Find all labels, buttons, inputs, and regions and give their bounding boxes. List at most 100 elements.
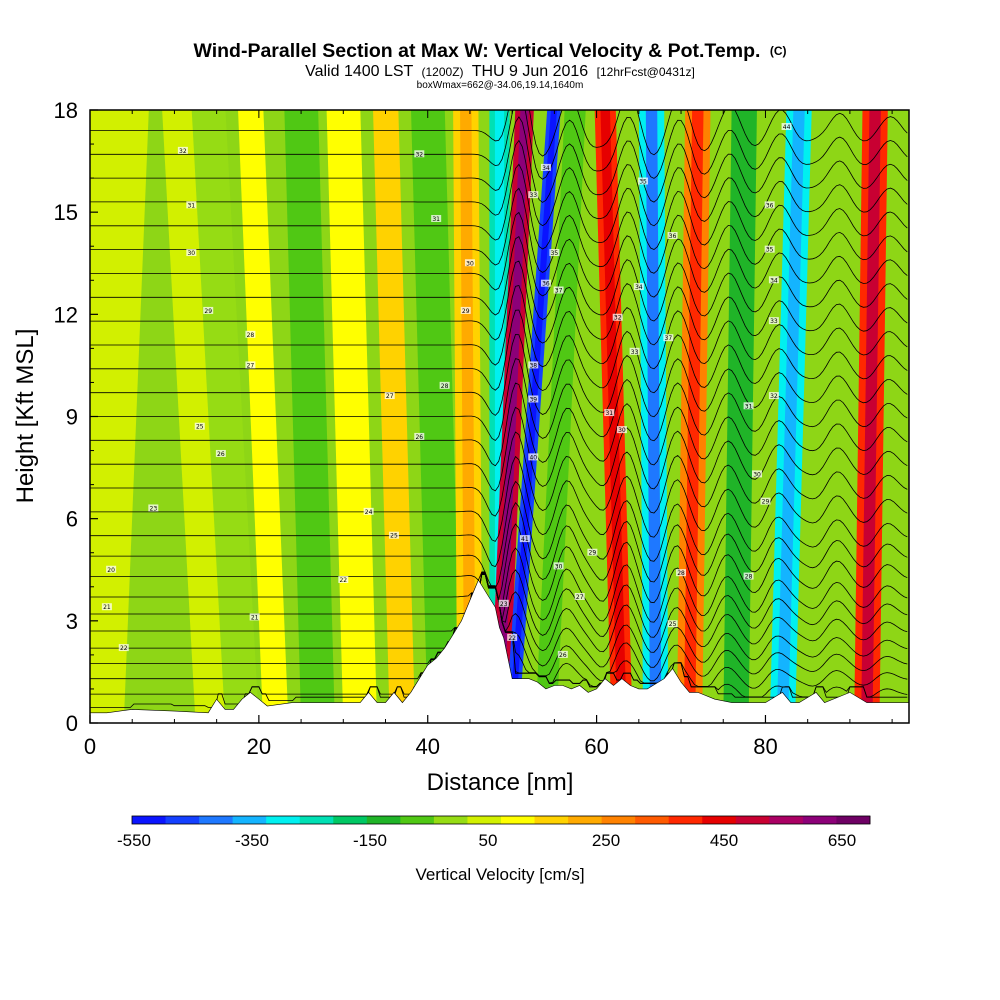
contour-label-text: 44 xyxy=(783,124,791,131)
theta-contour-line xyxy=(90,358,908,442)
contour-label: 39 xyxy=(528,395,539,403)
theta-contour-line xyxy=(90,309,908,394)
y-tick-label: 15 xyxy=(54,200,78,225)
contour-label: 25 xyxy=(194,422,205,431)
contour-label-text: 24 xyxy=(365,509,373,516)
chart-title: Wind-Parallel Section at Max W: Vertical… xyxy=(193,40,786,62)
contour-label: 31 xyxy=(604,409,615,417)
velocity-band-core xyxy=(861,110,881,723)
contour-label: 28 xyxy=(676,569,687,577)
colorbar-swatch xyxy=(400,816,435,824)
contour-label-text: 25 xyxy=(196,424,204,431)
theta-contour-line xyxy=(90,116,908,203)
colorbar-swatch xyxy=(702,816,737,824)
contour-label-text: 22 xyxy=(339,577,347,584)
y-tick-label: 18 xyxy=(54,98,78,123)
contour-label-text: 23 xyxy=(500,601,508,608)
contour-label: 21 xyxy=(101,603,112,611)
contour-label: 26 xyxy=(215,449,226,458)
chart-title-text: Wind-Parallel Section at Max W: Vertical… xyxy=(193,40,760,62)
contour-label: 35 xyxy=(549,249,560,257)
colorbar-swatch xyxy=(266,816,301,824)
x-axis-label: Distance [nm] xyxy=(427,769,574,796)
contour-label-text: 36 xyxy=(766,202,774,209)
contour-label: 22 xyxy=(338,575,349,584)
theta-contour-line xyxy=(90,333,908,418)
contour-label: 30 xyxy=(616,426,627,434)
contour-label: 32 xyxy=(177,146,188,155)
contour-label-text: 41 xyxy=(521,536,529,543)
contour-label: 29 xyxy=(203,306,214,315)
contour-label-text: 20 xyxy=(107,567,115,574)
contour-label: 32 xyxy=(612,313,623,322)
contour-label: 24 xyxy=(363,507,374,516)
contour-label: 36 xyxy=(667,232,678,240)
contour-label: 32 xyxy=(768,392,779,400)
contour-label-text: 28 xyxy=(745,574,753,581)
theta-contour-line xyxy=(90,260,908,346)
contour-label: 35 xyxy=(764,245,775,254)
theta-contour-line xyxy=(90,406,908,492)
subtitle-date: THU 9 Jun 2016 xyxy=(472,63,589,80)
contour-label-text: 34 xyxy=(635,284,643,291)
x-tick-label: 20 xyxy=(247,734,271,759)
contour-label-text: 40 xyxy=(529,454,537,461)
contour-label: 31 xyxy=(431,214,442,223)
colorbar-tick-label: -350 xyxy=(235,831,269,850)
contour-label-text: 22 xyxy=(120,645,128,652)
x-tick-label: 60 xyxy=(584,734,608,759)
contour-label: 35 xyxy=(638,177,649,186)
x-tick-label: 40 xyxy=(415,734,439,759)
contour-label-text: 32 xyxy=(179,148,187,155)
contour-label-text: 30 xyxy=(187,250,195,257)
contour-label: 30 xyxy=(752,470,763,478)
theta-contour-labels: 20 21 22 23 25 26 27 28 29 30 31 32 24 22 21 25 26 27 28 29… xyxy=(90,123,909,723)
y-tick-label: 9 xyxy=(66,405,78,430)
contour-label: 29 xyxy=(760,497,771,506)
contour-label: 22 xyxy=(507,633,518,642)
colorbar-swatch xyxy=(668,816,703,824)
colorbar-swatch xyxy=(433,816,468,824)
contour-label: 21 xyxy=(249,613,260,621)
contour-label-text: 35 xyxy=(551,250,559,257)
contour-label: 40 xyxy=(528,453,539,461)
contour-label-text: 30 xyxy=(618,427,626,434)
theta-contour-line xyxy=(90,211,908,298)
contour-label: 31 xyxy=(743,402,754,410)
y-tick-label: 3 xyxy=(66,609,78,634)
contour-label: 32 xyxy=(414,150,425,158)
contour-label-text: 36 xyxy=(542,281,550,288)
colorbar-swatch xyxy=(199,816,234,824)
colorbar-swatch xyxy=(735,816,770,824)
contour-label-text: 25 xyxy=(669,621,677,628)
colorbar-swatch xyxy=(232,816,267,824)
contour-label-text: 23 xyxy=(150,505,158,512)
contour-label: 38 xyxy=(528,361,539,369)
contour-label: 25 xyxy=(667,620,678,628)
contour-label-text: 32 xyxy=(614,315,622,322)
contour-label-text: 25 xyxy=(390,533,398,540)
contour-label: 20 xyxy=(106,565,117,574)
colorbar-frame xyxy=(131,815,871,825)
contour-label-text: 34 xyxy=(542,165,550,172)
contour-label-text: 28 xyxy=(441,383,449,390)
contour-label-text: 30 xyxy=(555,563,563,570)
contour-label-text: 29 xyxy=(589,550,597,557)
contour-label: 33 xyxy=(528,191,539,199)
colorbar-swatch xyxy=(635,816,670,824)
velocity-field xyxy=(90,110,909,723)
contour-label: 36 xyxy=(540,279,551,288)
y-tick-label: 6 xyxy=(66,507,78,532)
colorbar-swatch xyxy=(132,816,166,824)
contour-label: 30 xyxy=(553,562,564,570)
contour-label-text: 26 xyxy=(415,434,423,441)
contour-label-text: 29 xyxy=(762,499,770,506)
contour-label-text: 34 xyxy=(770,277,778,284)
contour-label: 33 xyxy=(768,317,779,325)
theta-contour-line xyxy=(90,110,908,180)
contour-label: 26 xyxy=(414,432,425,441)
contour-label: 37 xyxy=(663,334,674,342)
contour-label-text: 38 xyxy=(529,362,537,369)
